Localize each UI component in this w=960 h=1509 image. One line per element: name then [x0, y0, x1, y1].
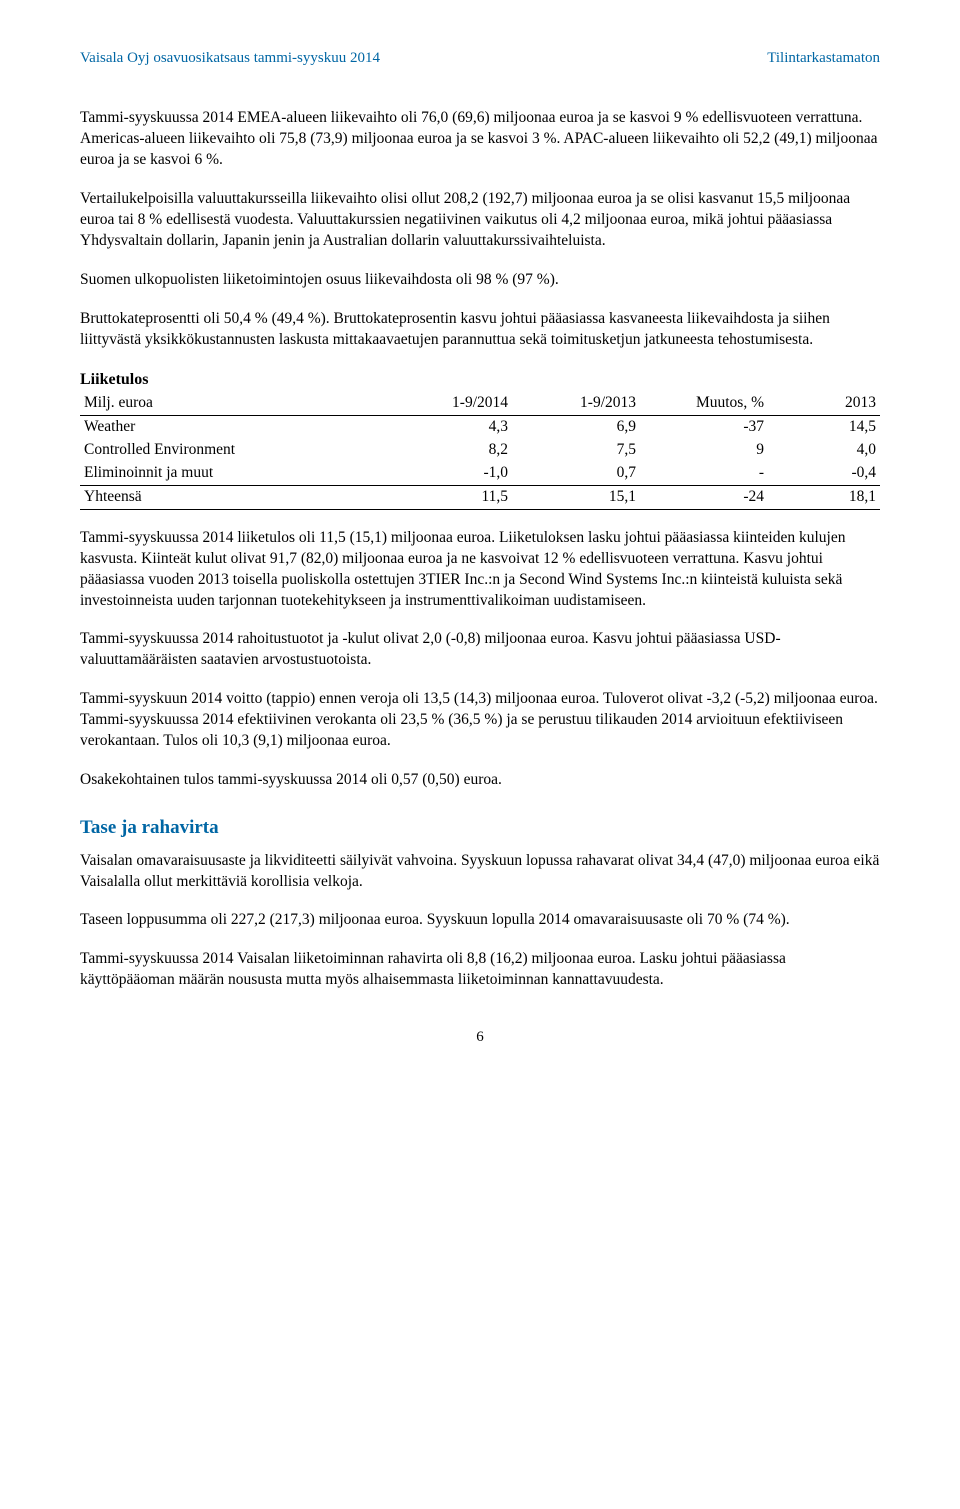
table-cell: - — [640, 462, 768, 485]
table-row: Weather 4,3 6,9 -37 14,5 — [80, 416, 880, 439]
body-paragraph: Tammi-syyskuussa 2014 rahoitustuotot ja … — [80, 629, 880, 671]
table-cell: -24 — [640, 485, 768, 509]
table-cell: 6,9 — [512, 416, 640, 439]
table-row: Eliminoinnit ja muut -1,0 0,7 - -0,4 — [80, 462, 880, 485]
header-left: Vaisala Oyj osavuosikatsaus tammi-syysku… — [80, 48, 380, 68]
body-paragraph: Tammi-syyskuun 2014 voitto (tappio) enne… — [80, 689, 880, 752]
table-cell: Yhteensä — [80, 485, 384, 509]
table-cell: 7,5 — [512, 439, 640, 462]
liiketulos-table: Milj. euroa 1-9/2014 1-9/2013 Muutos, % … — [80, 392, 880, 510]
body-paragraph: Tammi-syyskuussa 2014 liiketulos oli 11,… — [80, 528, 880, 612]
table-cell: 11,5 — [384, 485, 512, 509]
section-heading: Tase ja rahavirta — [80, 815, 880, 841]
table-cell: -0,4 — [768, 462, 880, 485]
table-cell: Weather — [80, 416, 384, 439]
table-header-cell: 1-9/2014 — [384, 392, 512, 415]
table-cell: -1,0 — [384, 462, 512, 485]
body-paragraph: Tammi-syyskuussa 2014 EMEA-alueen liikev… — [80, 108, 880, 171]
body-paragraph: Osakekohtainen tulos tammi-syyskuussa 20… — [80, 770, 880, 791]
table-cell: 4,0 — [768, 439, 880, 462]
table-total-row: Yhteensä 11,5 15,1 -24 18,1 — [80, 485, 880, 509]
table-cell: Eliminoinnit ja muut — [80, 462, 384, 485]
body-paragraph: Bruttokateprosentti oli 50,4 % (49,4 %).… — [80, 309, 880, 351]
table-cell: 14,5 — [768, 416, 880, 439]
table-cell: 18,1 — [768, 485, 880, 509]
table-cell: 8,2 — [384, 439, 512, 462]
page-number: 6 — [80, 1027, 880, 1047]
table-title: Liiketulos — [80, 369, 880, 391]
table-cell: 4,3 — [384, 416, 512, 439]
body-paragraph: Vertailukelpoisilla valuuttakursseilla l… — [80, 189, 880, 252]
table-header-cell: 2013 — [768, 392, 880, 415]
table-header-cell: Muutos, % — [640, 392, 768, 415]
table-cell: -37 — [640, 416, 768, 439]
header-right: Tilintarkastamaton — [767, 48, 880, 68]
body-paragraph: Suomen ulkopuolisten liiketoimintojen os… — [80, 270, 880, 291]
table-cell: 0,7 — [512, 462, 640, 485]
body-paragraph: Tammi-syyskuussa 2014 Vaisalan liiketoim… — [80, 949, 880, 991]
table-header-cell: Milj. euroa — [80, 392, 384, 415]
body-paragraph: Vaisalan omavaraisuusaste ja likviditeet… — [80, 851, 880, 893]
table-header-cell: 1-9/2013 — [512, 392, 640, 415]
page-header: Vaisala Oyj osavuosikatsaus tammi-syysku… — [80, 48, 880, 68]
table-cell: 15,1 — [512, 485, 640, 509]
table-header-row: Milj. euroa 1-9/2014 1-9/2013 Muutos, % … — [80, 392, 880, 415]
table-cell: 9 — [640, 439, 768, 462]
body-paragraph: Taseen loppusumma oli 227,2 (217,3) milj… — [80, 910, 880, 931]
table-cell: Controlled Environment — [80, 439, 384, 462]
table-row: Controlled Environment 8,2 7,5 9 4,0 — [80, 439, 880, 462]
